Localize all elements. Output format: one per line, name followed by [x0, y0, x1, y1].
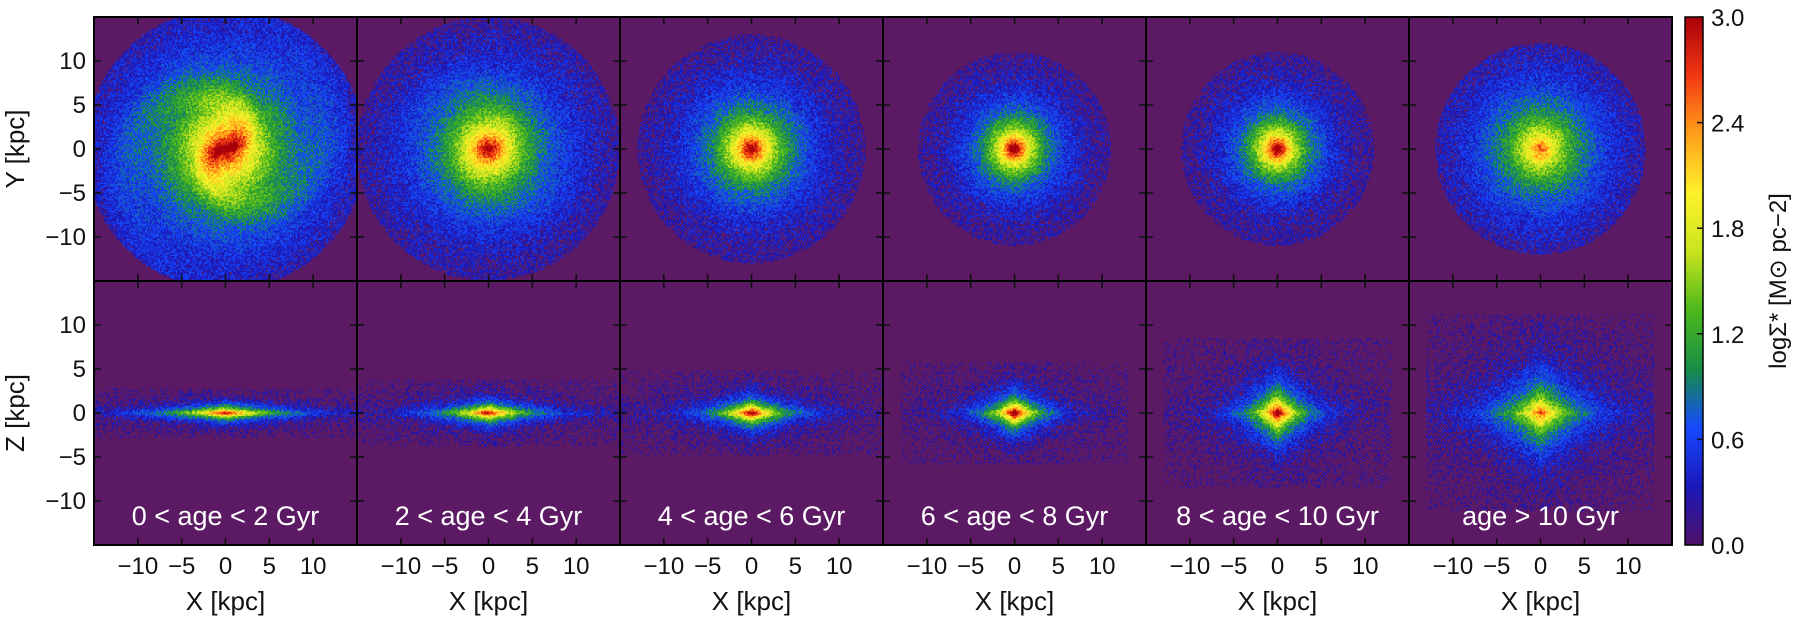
x-tick-label: 5	[1052, 553, 1065, 580]
x-tick-label: 0	[1008, 553, 1021, 580]
y-tick-label: 10	[59, 312, 86, 339]
x-tick-label: 5	[789, 553, 802, 580]
age-bin-label: 6 < age < 8 Gyr	[921, 501, 1109, 531]
x-tick-label: −10	[1169, 553, 1210, 580]
y-tick-label: 5	[73, 356, 86, 383]
colorbar-tick-label: 2.4	[1711, 111, 1744, 138]
density-map-edge-on-4	[883, 281, 1146, 545]
y-tick-label: 0	[73, 136, 86, 163]
y-tick-label: −5	[59, 444, 86, 471]
panel-edge-on-6: age > 10 Gyr	[1408, 280, 1673, 546]
age-bin-label: 8 < age < 10 Gyr	[1176, 501, 1379, 531]
x-tick-label: 10	[563, 553, 590, 580]
x-tick-label: −5	[1220, 553, 1247, 580]
panel-face-on-1	[93, 16, 358, 282]
age-bin-label: 2 < age < 4 Gyr	[395, 501, 583, 531]
x-tick-label: 0	[1534, 553, 1547, 580]
y-tick-label: 0	[73, 400, 86, 427]
age-bin-label: 0 < age < 2 Gyr	[132, 501, 320, 531]
x-tick-label: 10	[826, 553, 853, 580]
x-tick-label: 10	[300, 553, 327, 580]
x-tick-label: 5	[526, 553, 539, 580]
y-tick-label: 10	[59, 48, 86, 75]
density-map-edge-on-6	[1409, 281, 1672, 545]
y-tick-label: −10	[45, 488, 86, 515]
x-tick-label: 10	[1615, 553, 1642, 580]
colorbar-tick-label: 1.8	[1711, 216, 1744, 243]
x-tick-label: −10	[117, 553, 158, 580]
x-tick-label: −5	[431, 553, 458, 580]
y-axis-label: Z [kpc]	[0, 374, 30, 452]
panel-edge-on-4: 6 < age < 8 Gyr	[882, 280, 1147, 546]
density-map-face-on-6	[1409, 17, 1672, 281]
density-map-face-on-4	[883, 17, 1146, 281]
x-tick-label: 0	[219, 553, 232, 580]
y-tick-label: −5	[59, 180, 86, 207]
x-tick-label: −5	[957, 553, 984, 580]
colorbar-tick-label: 0.0	[1711, 533, 1744, 560]
x-tick-label: −5	[694, 553, 721, 580]
x-tick-label: 5	[1315, 553, 1328, 580]
x-tick-label: −5	[1483, 553, 1510, 580]
panel-edge-on-1: 0 < age < 2 Gyr	[93, 280, 358, 546]
colorbar-scale	[1684, 16, 1704, 546]
age-bin-label: age > 10 Gyr	[1462, 501, 1619, 531]
panel-face-on-6	[1408, 16, 1673, 282]
panel-edge-on-3: 4 < age < 6 Gyr	[619, 280, 884, 546]
density-map-face-on-1	[94, 17, 357, 281]
y-axis-label: Y [kpc]	[0, 109, 30, 188]
panel-edge-on-5: 8 < age < 10 Gyr	[1145, 280, 1410, 546]
x-tick-label: −10	[906, 553, 947, 580]
panel-frame	[1408, 280, 1673, 546]
colorbar-label: logΣ* [M⊙ pc−2]	[1765, 193, 1792, 369]
x-axis-label: X [kpc]	[186, 586, 265, 616]
panel-edge-on-2: 2 < age < 4 Gyr	[356, 280, 621, 546]
x-tick-label: −10	[380, 553, 421, 580]
x-axis-label: X [kpc]	[712, 586, 791, 616]
density-map-face-on-5	[1146, 17, 1409, 281]
colorbar-tick-label: 3.0	[1711, 5, 1744, 32]
colorbar-tick-label: 0.6	[1711, 427, 1744, 454]
age-bin-label: 4 < age < 6 Gyr	[658, 501, 846, 531]
x-axis-label: X [kpc]	[1501, 586, 1580, 616]
x-tick-label: 0	[1271, 553, 1284, 580]
panels-group: 0 < age < 2 Gyr 2 < age < 4 Gyr 4 < age < …	[93, 16, 1673, 546]
x-tick-label: 0	[745, 553, 758, 580]
y-tick-label: −10	[45, 224, 86, 251]
y-tick-label: 5	[73, 92, 86, 119]
density-map-edge-on-2	[357, 281, 620, 545]
colorbar-tick-label: 1.2	[1711, 322, 1744, 349]
x-tick-label: 5	[1578, 553, 1591, 580]
density-map-edge-on-5	[1146, 281, 1409, 545]
x-tick-label: −5	[168, 553, 195, 580]
density-map-face-on-3	[620, 17, 883, 281]
density-map-edge-on-3	[620, 281, 883, 545]
x-tick-label: −10	[1432, 553, 1473, 580]
x-tick-label: 5	[263, 553, 276, 580]
x-tick-label: 0	[482, 553, 495, 580]
x-tick-label: 10	[1352, 553, 1379, 580]
panel-face-on-5	[1145, 16, 1410, 282]
x-tick-label: 10	[1089, 553, 1116, 580]
colorbar: 3.0 2.4 1.8 1.2 0.6 0.0 logΣ* [M⊙ pc−2]	[1684, 5, 1792, 560]
density-map-edge-on-1	[94, 281, 357, 545]
panel-face-on-3	[619, 16, 884, 282]
density-map-face-on-2	[357, 17, 620, 281]
panel-face-on-4	[882, 16, 1147, 282]
x-axis-label: X [kpc]	[449, 586, 528, 616]
x-axis-label: X [kpc]	[975, 586, 1054, 616]
x-axis-label: X [kpc]	[1238, 586, 1317, 616]
x-tick-label: −10	[643, 553, 684, 580]
panel-face-on-2	[356, 16, 621, 282]
